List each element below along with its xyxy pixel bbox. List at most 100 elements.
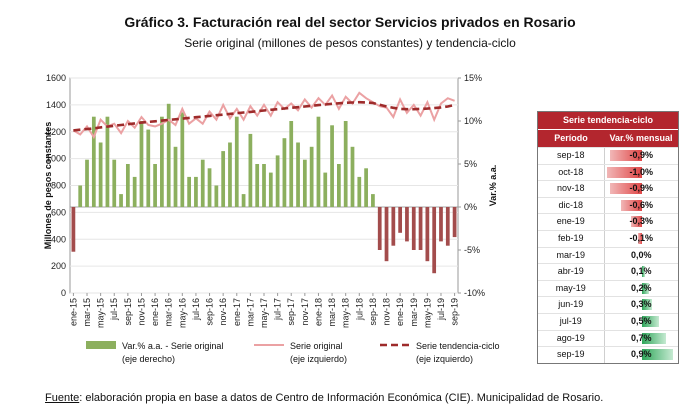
bar-var-aa [398, 207, 403, 233]
source-label: Fuente [45, 392, 80, 404]
x-tick-label: ene-18 [313, 298, 323, 326]
table-variation-cell: -0,9% [603, 181, 678, 197]
bar-var-aa [166, 103, 171, 207]
bar-var-aa [439, 207, 443, 242]
x-tick-label: may-15 [96, 298, 106, 328]
x-tick-label: mar-15 [82, 298, 92, 327]
bar-var-aa [323, 172, 328, 207]
bar-var-aa [262, 164, 266, 207]
x-tick-label: nov-18 [382, 298, 392, 326]
bar-var-aa [343, 121, 348, 207]
x-tick-label: may-19 [422, 298, 432, 328]
bar-var-aa [228, 142, 232, 207]
table-row: mar-19 0,0% [538, 246, 678, 264]
y-right-tick-label: -5% [464, 245, 480, 255]
x-tick-label: ene-19 [395, 298, 405, 326]
table-variation-value: 0,7% [631, 332, 652, 343]
bar-var-aa [357, 176, 362, 207]
table-variation-value: -1,0% [629, 166, 654, 177]
bar-var-aa [221, 151, 226, 207]
x-tick-label: mar-16 [164, 298, 174, 327]
table-row: ago-19 0,7% [538, 329, 678, 347]
table-variation-cell: 0,2% [603, 280, 678, 297]
y-left-tick-label: 1600 [46, 73, 66, 83]
table-variation-value: 0,2% [631, 282, 652, 293]
bar-var-aa [391, 207, 396, 246]
table-row: sep-19 0,9% [538, 346, 678, 363]
table-header-row: Período Var.% mensual [538, 130, 678, 147]
x-tick-label: mar-19 [409, 298, 419, 327]
table-period: jun-19 [558, 299, 584, 310]
legend-label-trend-axis: (eje izquierdo) [416, 354, 473, 364]
table-period: mar-19 [556, 249, 586, 260]
combo-chart: 0 200 400 600 800 1000 1200 1400 1600 -10% -5% 0% 5%… [43, 73, 500, 364]
table-period: ago-19 [556, 332, 585, 343]
bar-var-aa [377, 207, 382, 250]
table-row: may-19 0,2% [538, 279, 678, 297]
legend-label-original: Serie original [290, 341, 343, 351]
bar-var-aa [445, 207, 450, 246]
x-tick-label: jul-17 [273, 298, 283, 321]
chart-subtitle: Serie original (millones de pesos consta… [184, 36, 516, 50]
bar-var-aa [371, 194, 375, 207]
table-databar [641, 332, 667, 344]
bar-var-aa [316, 116, 321, 207]
bar-var-aa [105, 116, 110, 207]
x-tick-label: sep-17 [286, 298, 296, 326]
x-tick-label: sep-16 [205, 298, 215, 326]
table-databar [610, 150, 642, 161]
table-databar [606, 166, 642, 178]
legend-label-bar: Var.% a.a. - Serie original [122, 341, 223, 351]
table-databar [620, 199, 642, 211]
bar-var-aa [309, 146, 314, 207]
x-tick-label: jul-15 [109, 298, 119, 321]
y-left-tick-label: 800 [51, 181, 66, 191]
table-header-period: Período [554, 133, 588, 143]
table-row: dic-18 -0,6% [538, 196, 678, 214]
source-text: : elaboración propia en base a datos de … [79, 392, 604, 404]
table-variation-value: 0,1% [631, 266, 652, 277]
table-variation-cell: 0,0% [603, 247, 678, 264]
table-row: abr-19 0,1% [538, 263, 678, 280]
table-databar [641, 315, 660, 327]
x-tick-label: nov-17 [300, 298, 310, 326]
table-row: ene-19 -0,3% [538, 213, 678, 230]
x-tick-label: may-16 [177, 298, 187, 328]
x-tick-label: nov-16 [218, 298, 228, 326]
table-period: oct-18 [558, 166, 584, 177]
table-variation-cell: -0,9% [603, 148, 678, 164]
x-tick-label: ene-15 [68, 298, 78, 326]
bar-var-aa [180, 112, 185, 207]
bar-var-aa [173, 146, 178, 207]
bar-var-aa [160, 116, 164, 207]
table-period: feb-19 [558, 232, 584, 243]
bar-var-aa [452, 207, 457, 238]
x-tick-label: jul-18 [354, 298, 364, 321]
table-databar [638, 232, 642, 244]
bar-var-aa [282, 138, 287, 207]
x-tick-label: jul-19 [436, 298, 446, 321]
bar-var-aa [207, 168, 212, 207]
table-databar [641, 299, 653, 311]
table-variation-cell: 0,3% [603, 297, 678, 313]
bar-var-aa [241, 194, 246, 207]
table-variation-cell: 0,1% [603, 264, 678, 280]
y-left-tick-label: 1200 [46, 127, 66, 137]
table-variation-value: 0,0% [631, 249, 652, 260]
bar-var-aa [296, 142, 300, 207]
bar-var-aa [330, 125, 334, 207]
table-variation-value: -0,6% [629, 199, 654, 210]
table-variation-cell: 0,7% [603, 330, 678, 347]
bar-var-aa [418, 207, 423, 250]
table-databar [610, 183, 642, 195]
bar-var-aa [425, 207, 430, 262]
y-left-tick-label: 600 [51, 207, 66, 217]
y-left-axis-title: Millones de pesos constantes [43, 122, 53, 250]
table-variation-value: 0,9% [631, 349, 652, 360]
table-variation-cell: 0,5% [603, 313, 678, 330]
y-left-tick-label: 1000 [46, 154, 66, 164]
legend-label-bar-axis: (eje derecho) [122, 354, 175, 364]
bar-var-aa [214, 185, 219, 207]
table-row: feb-19 -0,1% [538, 229, 678, 247]
x-tick-label: sep-15 [123, 298, 133, 326]
